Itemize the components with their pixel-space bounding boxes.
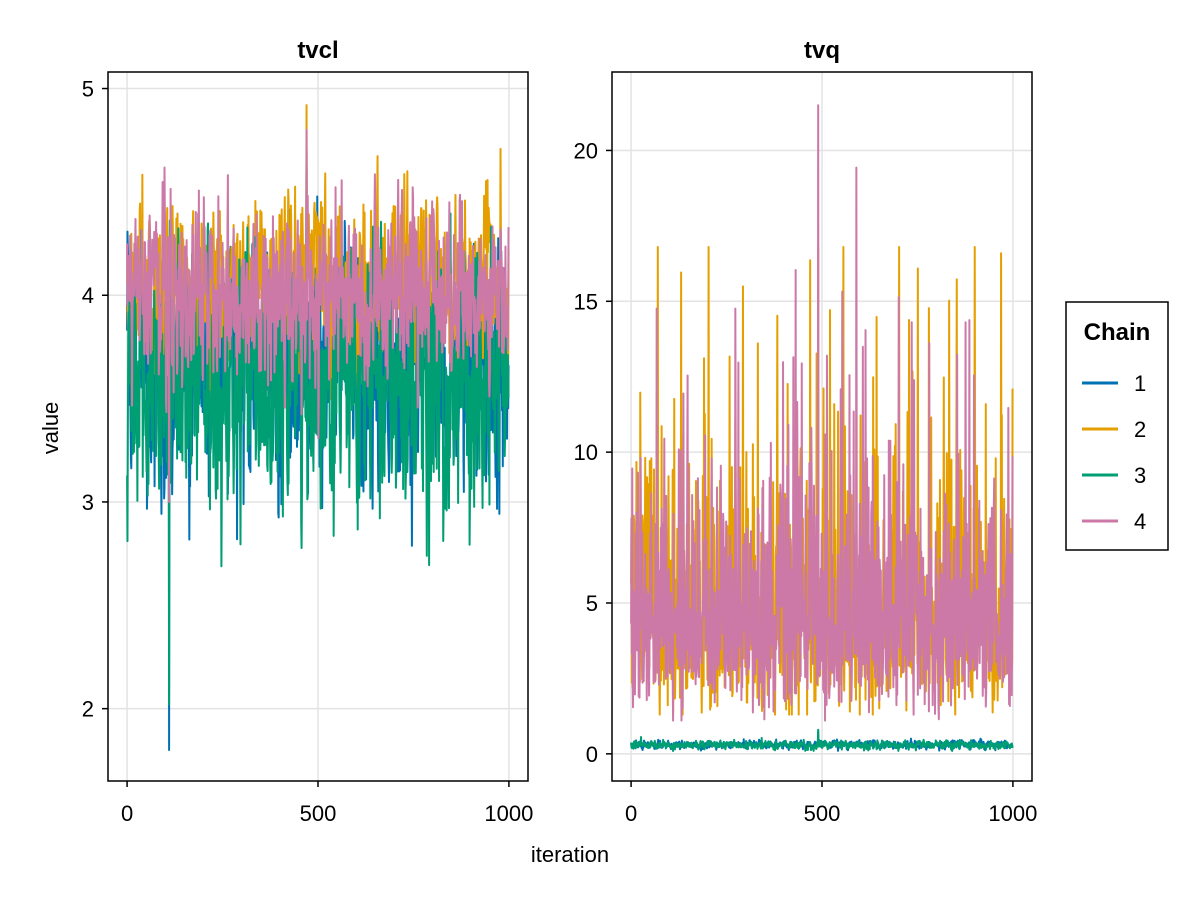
panel-title: tvcl xyxy=(297,37,338,64)
legend-label-4: 4 xyxy=(1134,509,1146,534)
trace-line-chain-4 xyxy=(630,104,1014,722)
legend-title: Chain xyxy=(1084,319,1151,346)
y-tick-label: 20 xyxy=(574,138,598,163)
legend: Chain 1 2 3 4 xyxy=(1065,301,1169,551)
legend-box xyxy=(1065,301,1169,551)
y-tick-label: 15 xyxy=(574,289,598,314)
y-axis-label: value xyxy=(38,402,63,455)
panel-title: tvq xyxy=(804,37,840,64)
y-tick-label: 4 xyxy=(82,283,94,308)
y-tick-label: 0 xyxy=(586,742,598,767)
y-tick-label: 3 xyxy=(82,490,94,515)
x-tick-label: 0 xyxy=(625,801,637,826)
panel-tvcl: 0 500 1000 2 3 4 5 tvcl xyxy=(82,37,534,826)
trace-line-chain-3 xyxy=(630,728,1014,752)
x-tick-label: 0 xyxy=(121,801,133,826)
panel-tvq: 0 500 1000 0 5 10 15 20 tvq xyxy=(574,37,1038,826)
y-tick-label: 5 xyxy=(82,77,94,102)
trace-line-chain-4 xyxy=(126,128,510,503)
x-axis-label: iteration xyxy=(531,842,609,867)
legend-label-1: 1 xyxy=(1134,371,1146,396)
x-tick-label: 1000 xyxy=(484,801,533,826)
y-tick-label: 5 xyxy=(586,591,598,616)
legend-label-2: 2 xyxy=(1134,417,1146,442)
x-tick-label: 500 xyxy=(300,801,337,826)
legend-label-3: 3 xyxy=(1134,463,1146,488)
x-tick-label: 1000 xyxy=(988,801,1037,826)
y-tick-label: 10 xyxy=(574,440,598,465)
y-tick-label: 2 xyxy=(82,697,94,722)
x-tick-label: 500 xyxy=(804,801,841,826)
